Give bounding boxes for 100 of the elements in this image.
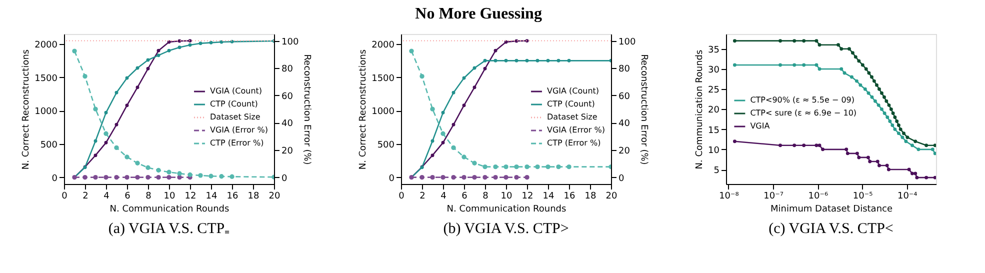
y-tick-label: 35 xyxy=(708,45,720,56)
y-tick-label: 5 xyxy=(714,166,720,176)
point xyxy=(524,174,530,180)
point xyxy=(482,164,488,170)
y2-tick-label: 100 xyxy=(282,37,299,48)
point xyxy=(114,90,118,94)
legend-label: VGIA (Error %) xyxy=(547,126,605,134)
point xyxy=(104,174,108,180)
x-tick-label: 10⁻⁸ xyxy=(719,192,740,202)
x-axis-title: Minimum Dataset Distance xyxy=(770,204,893,214)
y2-axis-title: Reconstruction Error (%) xyxy=(638,54,649,165)
point xyxy=(536,58,540,62)
y-tick-label: 20 xyxy=(708,106,720,116)
y-axis-title: N. Correct Reconstructions xyxy=(358,49,369,170)
point xyxy=(472,86,476,90)
point xyxy=(546,58,550,62)
y2-tick-label: 20 xyxy=(618,146,630,157)
y2-tick-label: 20 xyxy=(282,146,294,157)
point xyxy=(430,174,435,180)
y-tick-label: 500 xyxy=(40,140,58,150)
text: (a) VGIA V.S. CTP₌ xyxy=(108,221,230,237)
point xyxy=(198,42,202,46)
x-tick-label: 14 xyxy=(206,192,218,202)
point xyxy=(525,58,529,62)
x-tick-label: 2 xyxy=(82,192,88,202)
y-tick-label: 0 xyxy=(52,174,58,184)
y2-tick-label: 100 xyxy=(618,37,636,48)
point xyxy=(440,131,446,136)
y-tick-label: 0 xyxy=(388,174,395,184)
point xyxy=(124,174,130,180)
y-axis-title: N. Communication Rounds xyxy=(695,49,706,170)
x-tick-label: 18 xyxy=(248,192,260,202)
x-tick-label: 12 xyxy=(184,192,196,202)
point xyxy=(230,174,234,179)
x-tick-label: 12 xyxy=(522,192,534,202)
y-tick-label: 1500 xyxy=(34,74,58,84)
y-tick-label: 2000 xyxy=(372,40,395,50)
x-tick-label: 20 xyxy=(268,192,280,202)
y-tick-label: 1000 xyxy=(34,107,58,118)
point xyxy=(136,86,140,90)
point xyxy=(462,174,466,180)
legend-label: VGIA (Count) xyxy=(547,86,600,96)
x-tick-label: 4 xyxy=(104,192,110,202)
text: No More Guessing xyxy=(415,6,542,22)
point xyxy=(504,164,508,170)
point xyxy=(409,48,414,54)
point xyxy=(135,174,140,180)
legend-label: CTP<90% (ε ≈ 5.5e − 09) xyxy=(750,96,854,104)
x-tick-label: 14 xyxy=(542,192,554,202)
y2-tick-label: 80 xyxy=(282,64,294,75)
x-tick-label: 10⁻⁷ xyxy=(764,192,784,202)
point xyxy=(82,74,88,79)
point xyxy=(156,174,161,180)
x-tick-label: 2 xyxy=(420,192,426,202)
point xyxy=(566,164,572,170)
y2-tick-label: 0 xyxy=(618,174,624,184)
x-tick-label: 10⁻⁶ xyxy=(808,192,828,202)
legend-label: CTP (Error %) xyxy=(547,138,601,148)
point xyxy=(430,139,434,143)
x-axis-title: N. Communication Rounds xyxy=(110,204,230,214)
point xyxy=(430,106,435,112)
y2-tick-label: 0 xyxy=(282,174,288,184)
point xyxy=(493,174,498,180)
y-axis-title: N. Correct Reconstructions xyxy=(22,49,32,170)
legend-label: VGIA xyxy=(750,122,770,130)
point xyxy=(166,170,172,174)
legend-label: CTP (Count) xyxy=(547,100,595,108)
y2-tick-label: 60 xyxy=(618,92,630,102)
point xyxy=(494,58,498,62)
y-tick-label: 10 xyxy=(708,146,720,156)
y2-tick-label: 40 xyxy=(282,119,294,130)
x-axis-title: N. Communication Rounds xyxy=(446,204,567,214)
point xyxy=(146,165,150,170)
point xyxy=(93,174,98,180)
point xyxy=(482,174,488,180)
x-tick-label: 10⁻⁴ xyxy=(897,192,918,202)
point xyxy=(146,66,150,70)
point xyxy=(114,174,119,180)
point xyxy=(177,171,182,176)
point xyxy=(567,58,571,62)
point xyxy=(420,174,424,180)
point xyxy=(93,106,98,112)
legend-label: Dataset Size xyxy=(547,112,598,122)
x-tick-label: 8 xyxy=(482,192,489,202)
point xyxy=(219,174,224,179)
point xyxy=(524,164,530,170)
point xyxy=(504,58,508,62)
y-tick-label: 30 xyxy=(708,65,720,76)
y-tick-label: 1000 xyxy=(372,107,395,118)
y2-tick-label: 60 xyxy=(282,92,294,102)
point xyxy=(188,172,192,178)
point xyxy=(556,58,560,62)
point xyxy=(514,174,519,180)
legend-label: VGIA (Count) xyxy=(210,86,262,96)
point xyxy=(483,66,487,70)
point xyxy=(494,48,498,52)
point xyxy=(156,168,161,173)
point xyxy=(167,48,171,52)
point xyxy=(420,74,424,79)
point xyxy=(514,164,519,170)
